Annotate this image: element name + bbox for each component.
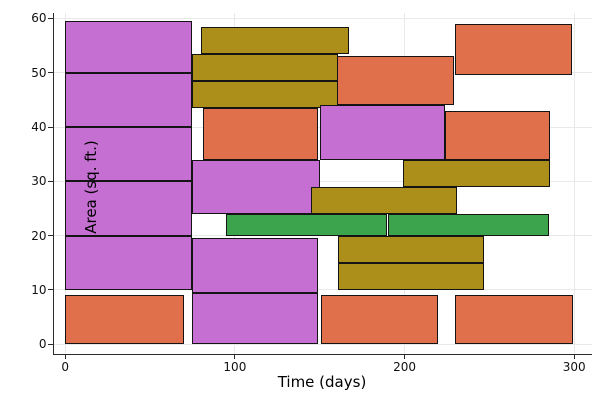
x-tick-label: 300 xyxy=(562,359,586,374)
chart-rect-purple xyxy=(65,181,193,236)
y-axis-label: Area (sq. ft.) xyxy=(82,140,100,234)
x-gridline xyxy=(573,13,575,354)
chart-rect-olive xyxy=(338,235,485,263)
x-tick-label: 0 xyxy=(61,359,70,374)
x-tick xyxy=(404,353,406,359)
chart-rect-purple xyxy=(65,72,193,128)
y-tick-label: 0 xyxy=(38,337,47,352)
chart-rect-olive xyxy=(402,159,551,187)
chart-rect-purple xyxy=(65,235,193,290)
y-tick xyxy=(47,180,53,182)
chart-rect-olive xyxy=(311,186,458,214)
chart-rect-olive xyxy=(192,53,338,81)
y-gridline xyxy=(52,17,592,19)
chart-rect-purple xyxy=(65,21,193,73)
y-tick-label: 10 xyxy=(31,282,47,297)
chart-rect-orange xyxy=(455,295,574,345)
y-tick xyxy=(47,235,53,237)
chart-rect-green xyxy=(388,213,549,236)
y-tick-label: 50 xyxy=(31,65,47,80)
chart-rect-orange xyxy=(65,295,184,345)
x-tick xyxy=(573,353,575,359)
chart-rect-orange xyxy=(455,23,573,76)
y-tick xyxy=(47,289,53,291)
chart-rect-green xyxy=(226,213,387,236)
y-tick-label: 30 xyxy=(31,174,47,189)
chart-rect-orange xyxy=(445,110,551,160)
y-axis-spine xyxy=(52,13,54,355)
y-gridline xyxy=(52,289,592,291)
chart-rect-purple xyxy=(192,292,318,345)
chart-rect-purple xyxy=(319,105,446,160)
y-tick xyxy=(47,126,53,128)
y-tick xyxy=(47,72,53,74)
y-tick xyxy=(47,343,53,345)
y-tick xyxy=(47,17,53,19)
chart-rect-orange xyxy=(202,108,318,160)
chart-rect-olive xyxy=(338,262,485,290)
x-tick-label: 100 xyxy=(223,359,247,374)
x-tick xyxy=(64,353,66,359)
y-tick-label: 60 xyxy=(31,11,47,26)
chart-rect-olive xyxy=(200,26,349,54)
chart-rect-purple xyxy=(192,159,320,214)
chart-rect-purple xyxy=(65,127,193,182)
chart-rect-orange xyxy=(321,295,438,345)
y-tick-label: 20 xyxy=(31,228,47,243)
x-axis-spine xyxy=(52,353,592,355)
x-axis-label: Time (days) xyxy=(277,373,367,391)
chart-rect-purple xyxy=(192,238,318,293)
x-tick xyxy=(234,353,236,359)
y-gridline xyxy=(52,235,592,237)
y-tick-label: 40 xyxy=(31,120,47,135)
chart-rect-orange xyxy=(336,56,454,106)
chart-rect-olive xyxy=(192,80,339,109)
y-gridline xyxy=(52,343,592,345)
y-gridline xyxy=(52,180,592,182)
x-tick-label: 200 xyxy=(393,359,416,374)
